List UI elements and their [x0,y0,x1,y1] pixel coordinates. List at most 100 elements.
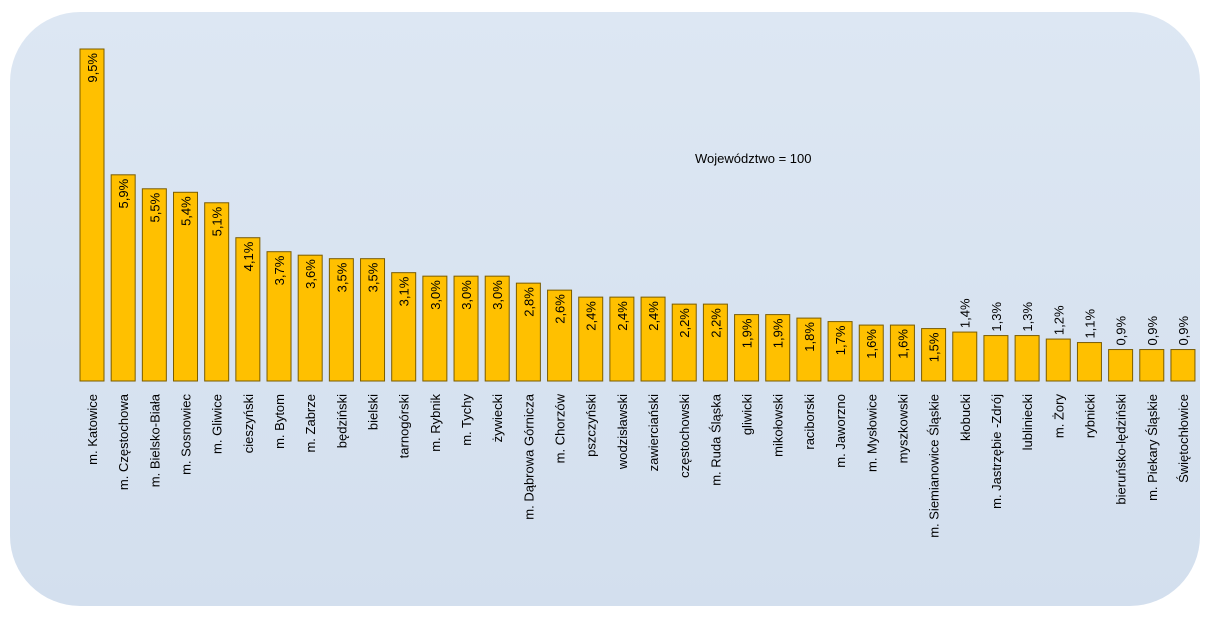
x-tick-label: m. Żory [1051,394,1066,439]
bar [983,335,1009,382]
bar [235,237,261,382]
bar [422,275,448,382]
value-label: 4,1% [241,241,256,271]
value-label: 3,0% [459,280,474,310]
value-label: 5,1% [210,206,225,236]
bar [671,303,697,382]
x-tick-label: myszkowski [895,394,910,463]
value-label: 2,4% [646,301,661,331]
value-label: 0,9% [1176,315,1191,345]
value-label: 1,5% [927,332,942,362]
bar [141,188,167,382]
value-label: 2,2% [708,308,723,338]
x-tick-label: m. Chorzów [553,393,568,463]
bar [484,275,510,382]
value-label: 1,6% [864,329,879,359]
x-tick-label: raciborski [802,394,817,450]
value-label: 9,5% [85,53,100,83]
x-tick-label: m. Ruda Śląska [708,393,723,486]
x-tick-label: częstochowski [677,394,692,478]
bar [858,324,884,382]
value-label: 1,3% [1020,301,1035,331]
bar [328,258,354,382]
bar [921,328,947,382]
x-tick-label: tarnogórski [397,394,412,458]
x-tick-label: lubliniecki [1020,394,1035,450]
bar [1108,349,1134,382]
value-label: 5,9% [116,178,131,208]
value-label: 1,3% [989,301,1004,331]
x-tick-label: m. Jaworzno [833,394,848,468]
x-tick-label: m. Katowice [85,394,100,465]
value-label: 3,0% [428,280,443,310]
x-tick-label: gliwicki [740,394,755,435]
value-label: 2,4% [615,301,630,331]
annotation: Województwo = 100 [695,151,811,166]
bar [453,275,479,382]
x-tick-label: m. Bielsko-Biała [147,393,162,487]
value-label: 1,2% [1051,305,1066,335]
x-tick-label: m. Częstochowa [116,393,131,490]
bar [515,282,541,382]
bar [1014,335,1040,382]
value-label: 2,6% [553,294,568,324]
bar [640,296,666,382]
value-label: 1,9% [771,318,786,348]
bar [702,303,728,382]
bar [1076,342,1102,382]
bar [204,202,230,382]
value-label: 3,5% [366,262,381,292]
x-tick-label: bieruńsko-lędziński [1114,394,1129,505]
x-tick-label: m. Piekary Śląskie [1145,394,1160,501]
value-label: 1,7% [833,325,848,355]
bar [827,321,853,382]
value-label: 2,4% [584,301,599,331]
x-tick-label: m. Siemianowice Śląskie [927,394,942,538]
value-label: 0,9% [1145,315,1160,345]
x-tick-label: wodzisławski [615,394,630,470]
value-label: 1,6% [895,329,910,359]
value-label: 5,4% [179,196,194,226]
bar [578,296,604,382]
value-label: 3,1% [397,276,412,306]
bar [796,317,822,382]
bar [1139,349,1165,382]
x-tick-label: bielski [366,394,381,430]
value-label: 5,5% [147,192,162,222]
bar [110,174,136,382]
x-tick-label: m. Mysłowice [864,394,879,472]
x-tick-label: m. Dąbrowa Górnicza [521,393,536,519]
x-tick-label: m. Zabrze [303,394,318,453]
x-tick-label: pszczyński [584,394,599,457]
x-tick-label: Świętochłowice [1176,394,1191,483]
x-tick-label: cieszyński [241,394,256,453]
value-label: 3,7% [272,255,287,285]
x-tick-label: m. Gliwice [210,394,225,454]
bar [79,48,105,382]
value-label: 3,0% [490,280,505,310]
bar [1170,349,1196,382]
x-tick-label: m. Rybnik [428,394,443,452]
x-tick-label: kłobucki [958,394,973,441]
bar [765,314,791,382]
bar [391,272,417,382]
chart-background [10,12,1200,606]
bar [1045,338,1071,382]
value-label: 3,5% [334,262,349,292]
x-tick-label: m. Tychy [459,394,474,446]
bar [734,314,760,382]
bar [173,191,199,382]
bar [547,289,573,382]
bar [889,324,915,382]
x-tick-label: będziński [334,394,349,448]
bar [360,258,386,382]
value-label: 1,4% [958,298,973,328]
value-label: 1,9% [740,318,755,348]
x-tick-label: żywiecki [490,394,505,443]
x-tick-label: m. Bytom [272,394,287,449]
bar [266,251,292,382]
x-tick-label: mikołowski [771,394,786,457]
x-tick-label: rybnicki [1082,394,1097,438]
bar [952,331,978,382]
